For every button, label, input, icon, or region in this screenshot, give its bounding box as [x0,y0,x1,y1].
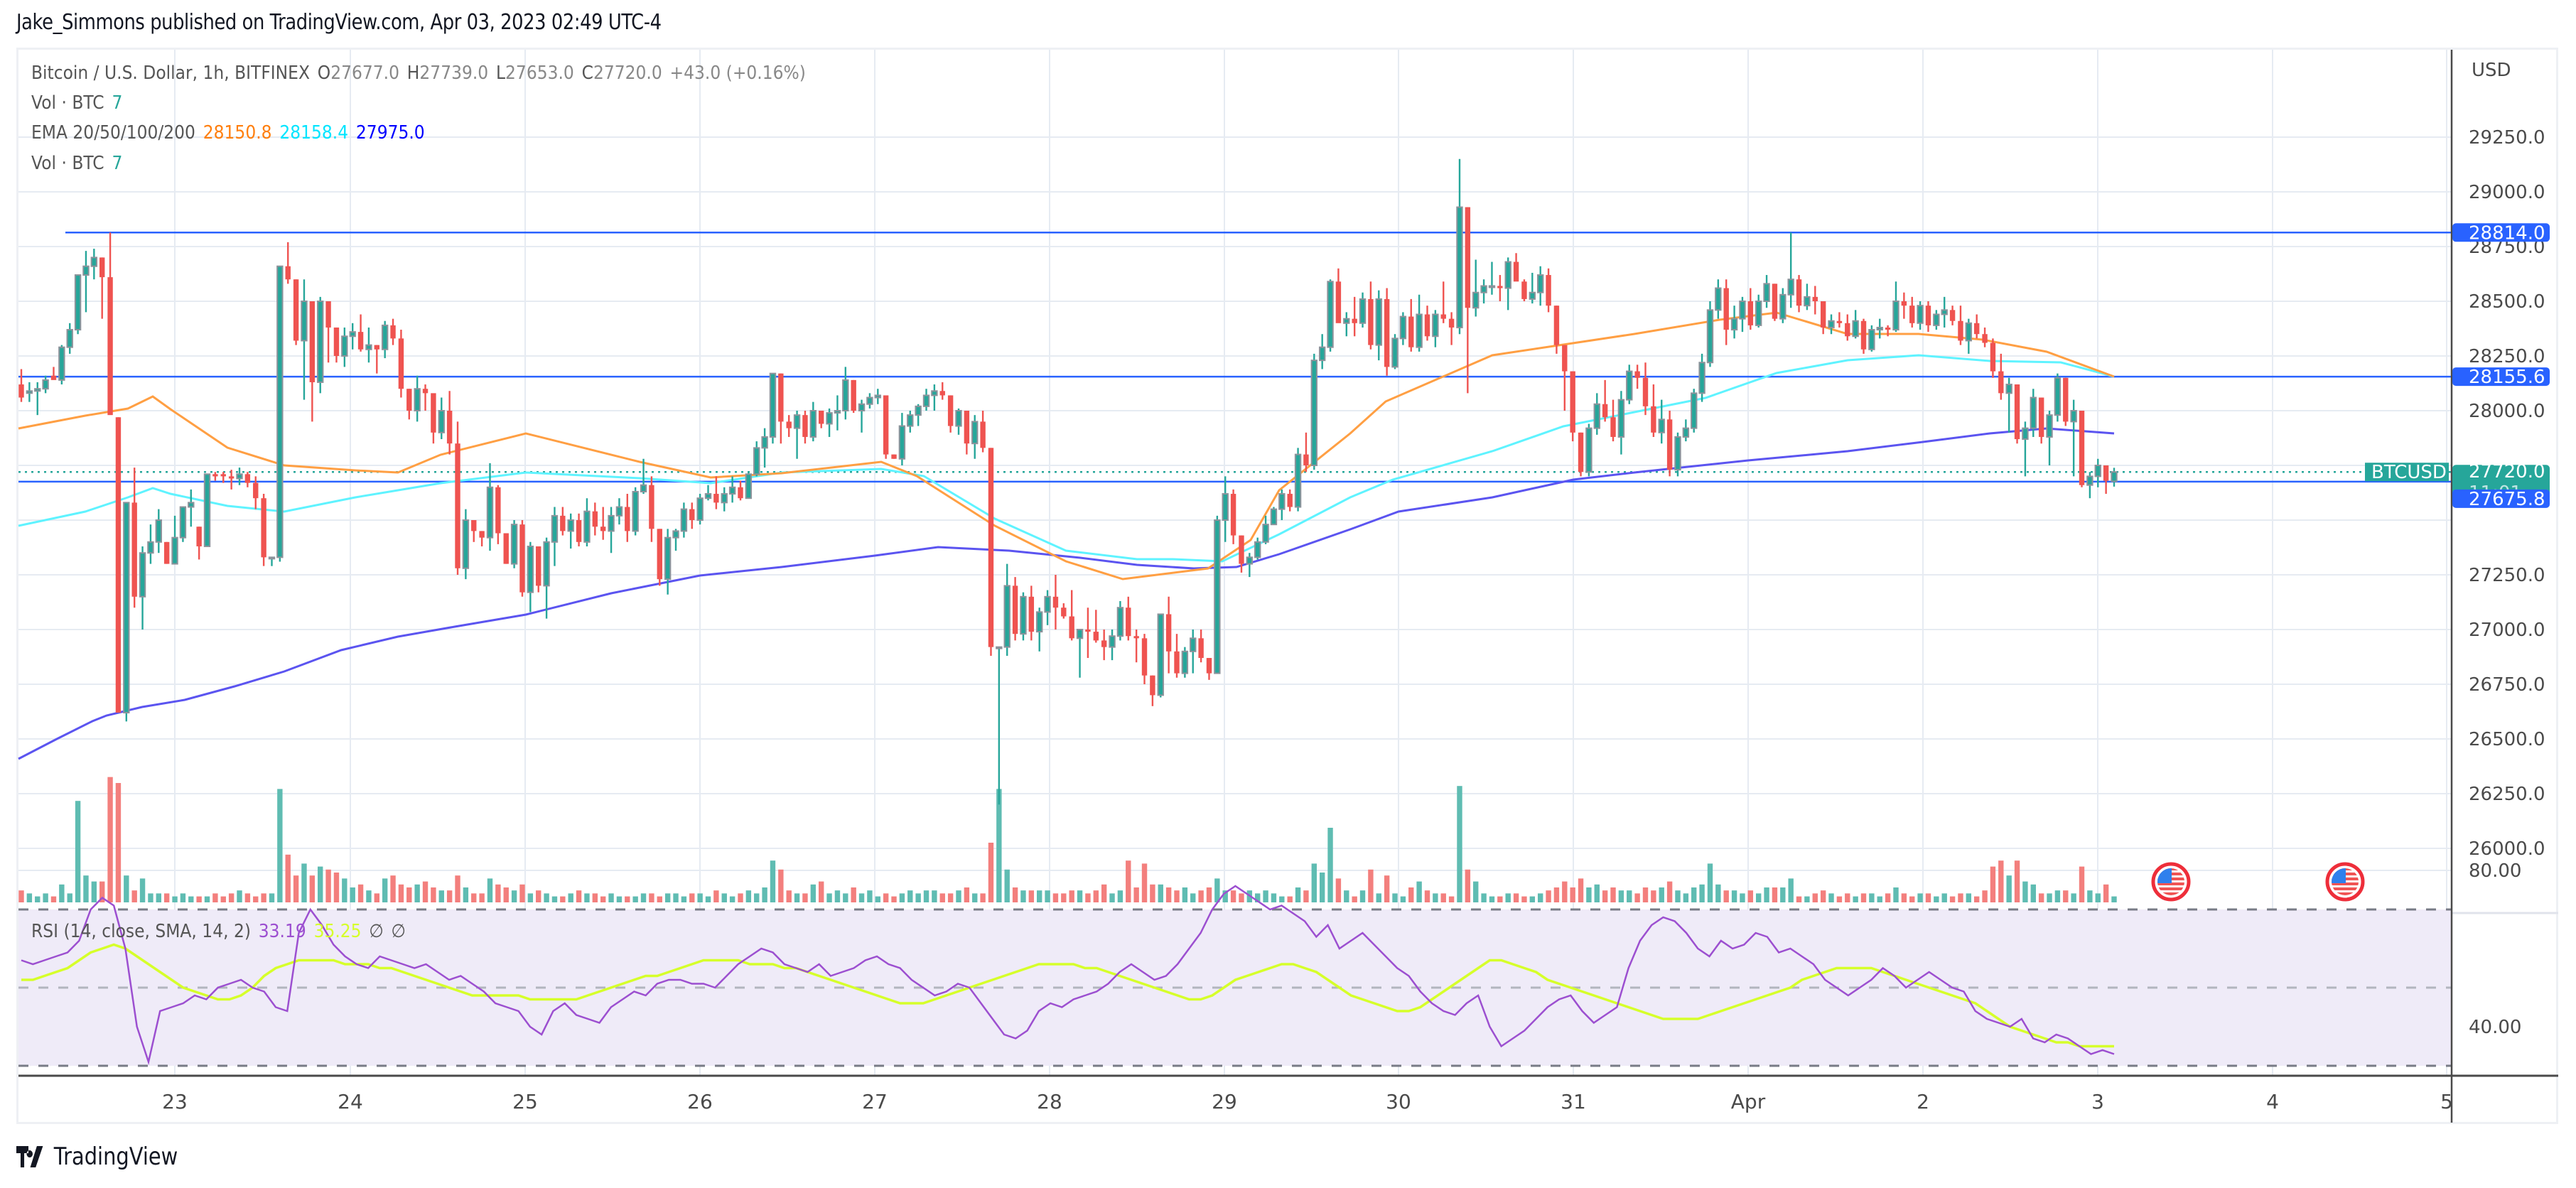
us-flag-event-icon[interactable] [2325,862,2365,902]
time-label: Apr [1731,1090,1766,1113]
price-tick: 28500.0 [2469,291,2545,313]
time-label: 30 [1386,1090,1411,1113]
price-badge[interactable]: 28814.0 [2452,222,2550,244]
price-tick: 26000.0 [2469,838,2545,860]
price-tick: 29000.0 [2469,182,2545,203]
svg-text:28155.6: 28155.6 [2469,367,2545,388]
axes: USD29250.029000.028750.028500.028250.028… [18,50,2558,1123]
price-badge[interactable]: 28155.6 [2452,367,2550,388]
symbol-name[interactable]: Bitcoin / U.S. Dollar, 1h, BITFINEX [31,63,311,84]
price-badge[interactable]: 27675.8 [2452,489,2550,510]
svg-text:27675.8: 27675.8 [2469,489,2545,510]
ema-legend[interactable]: EMA 20/50/100/200 28150.8 28158.4 27975.0 [31,122,425,144]
price-tick: 26500.0 [2469,729,2545,750]
price-tick: 29250.0 [2469,127,2545,148]
svg-text:28814.0: 28814.0 [2469,222,2545,244]
time-label: 31 [1561,1090,1586,1113]
price-tick: 28000.0 [2469,401,2545,422]
us-flag-event-icon[interactable] [2151,862,2191,902]
time-label: 5 [2440,1090,2453,1113]
time-label: 2 [1917,1090,1929,1113]
ema200-line [18,427,2115,760]
price-tick: 26250.0 [2469,784,2545,805]
horizontal-levels [18,232,2452,483]
ohlc-values: O27677.0 H27739.0 L27653.0 C27720.0 +43.0 (+… [317,63,806,84]
candlesticks [18,158,2118,805]
time-label: 25 [512,1090,538,1113]
time-label: 24 [338,1090,363,1113]
chart-frame [16,48,2558,1124]
time-label: 27 [862,1090,888,1113]
svg-text:27720.0: 27720.0 [2469,461,2545,482]
time-label: 23 [162,1090,188,1113]
rsi-tick: 40.00 [2469,1017,2521,1038]
symbol-legend: Bitcoin / U.S. Dollar, 1h, BITFINEX O2767… [31,63,821,84]
rsi-legend[interactable]: RSI (14, close, SMA, 14, 2) 33.19 35.25 ∅ ∅ [31,921,406,942]
symbol-tag[interactable]: BTCUSD [2365,462,2449,483]
time-label: 4 [2266,1090,2279,1113]
time-label: 29 [1212,1090,1237,1113]
ema-lines [18,311,2115,760]
time-label: 3 [2091,1090,2104,1113]
rsi-lines [21,885,2115,1066]
grid-lines [18,50,2558,1076]
attribution-header: Jake_Simmons published on TradingView.co… [16,10,662,35]
time-label: 26 [687,1090,713,1113]
price-tick: 27250.0 [2469,565,2545,586]
economic-events[interactable] [2151,862,2365,902]
volume-bars [18,777,2117,902]
price-tick: 26750.0 [2469,674,2545,696]
svg-text:BTCUSD: BTCUSD [2371,462,2447,483]
rsi-tick: 80.00 [2469,860,2521,882]
price-tick: 27000.0 [2469,620,2545,641]
volume-legend[interactable]: Vol · BTC 7 [31,92,123,114]
ema20-line [18,311,2115,580]
currency-label: USD [2472,60,2511,81]
ema50-line [18,354,2115,563]
tradingview-logo-icon [16,1146,43,1167]
rsi-line [21,885,2115,1066]
rsi-sma-line [21,943,2114,1048]
price-tick: 28250.0 [2469,346,2545,367]
tradingview-logo[interactable]: TradingView [16,1143,178,1171]
volume-legend-2[interactable]: Vol · BTC 7 [31,153,123,174]
time-label: 28 [1037,1090,1062,1113]
